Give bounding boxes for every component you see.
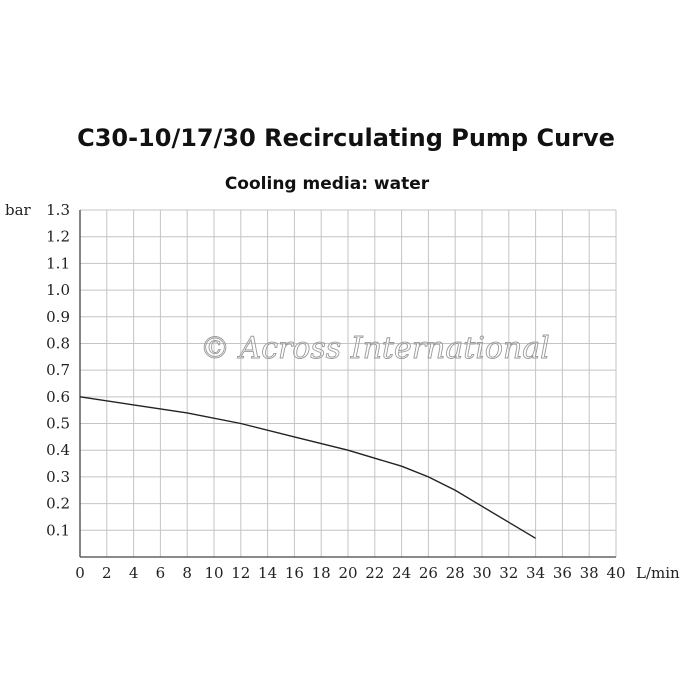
y-tick-label: 0.4 (46, 441, 70, 459)
x-tick-label: 24 (392, 564, 411, 582)
y-tick-label: 0.7 (46, 361, 70, 379)
x-tick-labels: 0 2 4 6 8 10 12 14 16 18 20 22 24 26 28 30 32 34 36 38 40 (75, 564, 625, 582)
y-tick-label: 0.1 (46, 521, 70, 539)
x-tick-label: 20 (338, 564, 357, 582)
x-axis-unit-label: L/min (636, 564, 680, 582)
x-tick-label: 16 (285, 564, 304, 582)
pump-curve-line (79, 396, 536, 539)
chart-title: C30-10/17/30 Recirculating Pump Curve (77, 124, 615, 152)
x-tick-label: 40 (606, 564, 625, 582)
x-tick-label: 22 (365, 564, 384, 582)
x-tick-label: 18 (312, 564, 331, 582)
y-tick-label: 0.6 (46, 388, 70, 406)
y-axis-unit-label: bar (5, 201, 32, 219)
y-tick-label: 0.2 (46, 495, 70, 513)
y-tick-labels: 0.1 0.2 0.3 0.4 0.5 0.6 0.7 0.8 0.9 1.0 1.1 1.2 1.3 (46, 201, 70, 539)
y-tick-label: 1.2 (46, 228, 70, 246)
y-tick-label: 1.1 (46, 254, 70, 272)
chart-subtitle: Cooling media: water (225, 174, 430, 194)
x-tick-label: 30 (472, 564, 491, 582)
x-tick-label: 8 (182, 564, 192, 582)
y-tick-label: 0.3 (46, 468, 70, 486)
x-tick-label: 12 (231, 564, 250, 582)
x-tick-label: 6 (156, 564, 166, 582)
y-tick-label: 0.5 (46, 415, 70, 433)
x-tick-label: 0 (75, 564, 85, 582)
x-tick-label: 26 (419, 564, 438, 582)
x-tick-label: 34 (526, 564, 545, 582)
x-tick-label: 32 (499, 564, 518, 582)
y-tick-label: 1.3 (46, 201, 70, 219)
x-tick-label: 14 (258, 564, 277, 582)
y-tick-label: 1.0 (46, 281, 70, 299)
series-group (79, 396, 536, 539)
axes (79, 210, 616, 558)
y-tick-label: 0.9 (46, 308, 70, 326)
x-tick-label: 38 (580, 564, 599, 582)
x-tick-label: 28 (446, 564, 465, 582)
y-tick-label: 0.8 (46, 334, 70, 352)
x-tick-label: 2 (102, 564, 112, 582)
x-tick-label: 10 (204, 564, 223, 582)
watermark-text: © Across International (200, 331, 550, 366)
grid-lines (80, 209, 617, 557)
x-tick-label: 4 (129, 564, 139, 582)
x-tick-label: 36 (553, 564, 572, 582)
